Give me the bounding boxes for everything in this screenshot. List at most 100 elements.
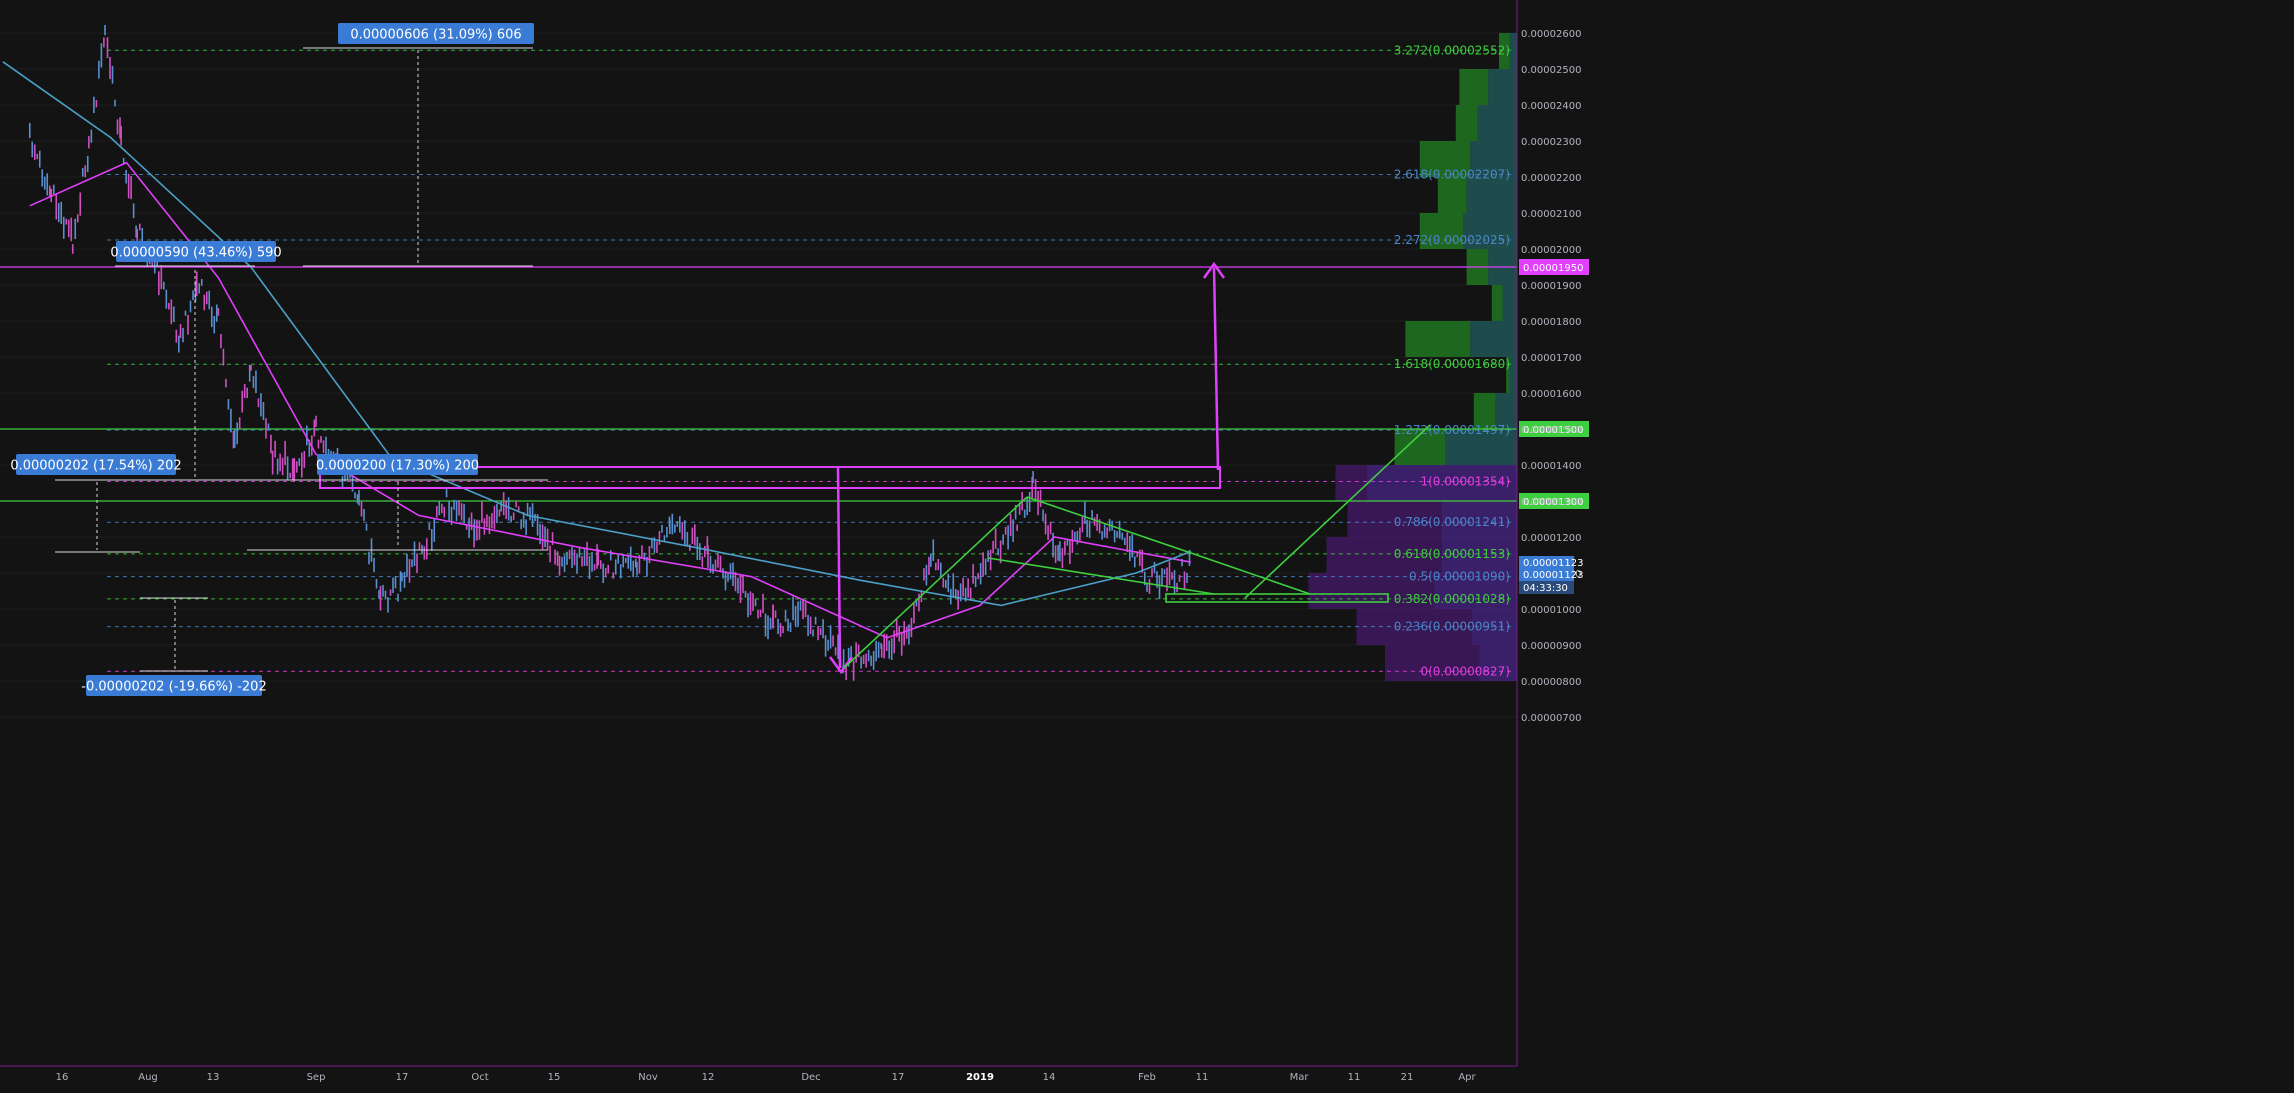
x-tick-label: 2019 [966,1072,994,1083]
volume-bar-down [1502,285,1517,321]
price-label-text: 0.00001500 [1523,425,1583,436]
resistance-box[interactable] [319,466,1221,489]
x-tick-label: 13 [207,1072,220,1083]
x-tick-label: Oct [471,1072,488,1083]
current-price-box [1519,581,1574,594]
y-tick-label: 0.00001300 [1521,497,1581,508]
fib-label: 0.5(0.00001090) [1409,570,1510,584]
x-tick-label: Apr [1458,1072,1476,1083]
fib-label: 0(0.00000827) [1420,664,1510,678]
trend-line[interactable] [1244,424,1431,599]
volume-bar-down [1509,33,1517,69]
y-tick-label: 0.00002100 [1521,209,1581,220]
x-tick-label: 12 [702,1072,715,1083]
fib-label: 1.272(0.00001497) [1394,423,1510,437]
y-tick-label: 0.00001000 [1521,605,1581,616]
price-label-box [1519,421,1589,437]
volume-bar-down [1463,213,1517,249]
y-tick-label: 0.00002500 [1521,65,1581,76]
annotations: 0.00000606 (31.09%) 606 0.00000590 (43.46… [10,23,1431,696]
fib-label: 3.272(0.00002552) [1394,43,1510,57]
volume-bar-up [1419,213,1463,249]
x-tick-label: 11 [1348,1072,1361,1083]
volume-bar-up [1459,69,1489,105]
volume-bar-up [1473,393,1496,429]
volume-bar-down [1442,501,1517,537]
price-axis[interactable]: 0.00002600 0.00002500 0.00002400 0.00002300… [1516,0,1583,1066]
volume-bar-up [1326,537,1442,573]
y-tick-label: 0.00000900 [1521,641,1581,652]
volume-bar-up [1419,141,1471,177]
volume-bar-up [1335,465,1367,501]
fib-label: 0.786(0.00001241) [1394,515,1510,529]
trend-line[interactable] [987,557,1215,595]
y-tick-label: 0.00001500 [1521,425,1581,436]
volume-bar-down [1479,645,1517,681]
y-tick-label: 0.00002300 [1521,137,1581,148]
fib-label: 0.618(0.00001153) [1394,547,1510,561]
price-label-box [1519,493,1589,509]
time-axis[interactable]: 16 Aug 13 Sep 17 Oct 15 Nov 12 Dec 17 2019 14 Feb 11 Ma… [0,1065,1517,1083]
trend-line[interactable] [1190,552,1311,595]
trend-line[interactable] [1026,496,1192,554]
volume-bar-down [1434,573,1517,609]
volume-bar-up [1491,285,1503,321]
target-arrow-shaft [1212,267,1220,471]
volume-bar-down [1442,537,1517,573]
x-tick-label: 17 [396,1072,409,1083]
measurement-label-box [16,454,176,475]
x-tick-label: Sep [307,1072,326,1083]
y-tick-label: 0.00002200 [1521,173,1581,184]
fib-label: 2.272(0.00002025) [1394,233,1510,247]
volume-bar-down [1495,393,1517,429]
fib-levels: 3.272(0.00002552) 2.618(0.00002207) 2.272(… [107,43,1512,678]
y-tick-label: 0.00001900 [1521,281,1581,292]
target-arrow-head [1202,261,1226,279]
y-tick-label: 0.00000700 [1521,713,1581,724]
measurement-label-box [317,454,478,475]
measurement-label-box [116,241,276,262]
current-price-box [1519,556,1574,569]
y-tick-label: 0.00001200 [1521,533,1581,544]
x-tick-label: 15 [548,1072,561,1083]
down-arrow-shaft [836,466,842,669]
y-tick-label: 0.00002600 [1521,29,1581,40]
horizontal-levels: 0.00001950 0.00001500 0.00001300 [0,259,1589,509]
price-label-box [1519,259,1589,275]
volume-bar-up [1455,105,1478,141]
volume-bar-up [1405,321,1471,357]
fib-label: 0.236(0.00000951) [1394,620,1510,634]
current-price-box [1519,568,1574,581]
measurement-label-text: 0.0000200 (17.30%) 200 [316,459,479,474]
fib-label: 1.618(0.00001680) [1394,357,1510,371]
y-tick-label: 0.00001800 [1521,317,1581,328]
down-arrow-head [828,656,854,675]
volume-bar-up [1437,177,1467,213]
fib-label: 0.382(0.00001028) [1394,592,1510,606]
price-label-text: 0.00001300 [1523,497,1583,508]
volume-bar-down [1466,177,1517,213]
x-tick-label: 21 [1401,1072,1414,1083]
volume-bar-up [1506,357,1510,393]
current-price-text: 04:33:30 [1523,583,1568,594]
volume-profile [1308,33,1517,681]
x-tick-label: Mar [1290,1072,1310,1083]
support-box[interactable] [1165,593,1389,603]
measurement-label-text: 0.00000590 (43.46%) 590 [110,246,281,261]
x-tick-label: Aug [138,1072,158,1083]
volume-bar-down [1509,357,1517,393]
y-tick-label: 0.00002400 [1521,101,1581,112]
volume-bar-up [1347,501,1442,537]
y-tick-label: 0.00001700 [1521,353,1581,364]
volume-bar-up [1499,33,1510,69]
x-tick-label: 16 [56,1072,69,1083]
current-price-text: 0.00001123 [1523,570,1583,581]
x-tick-label: 17 [892,1072,905,1083]
measurement-label-box [338,23,534,44]
x-tick-label: Feb [1138,1072,1156,1083]
y-tick-label: 0.00001400 [1521,461,1581,472]
trend-line[interactable] [843,496,1028,669]
